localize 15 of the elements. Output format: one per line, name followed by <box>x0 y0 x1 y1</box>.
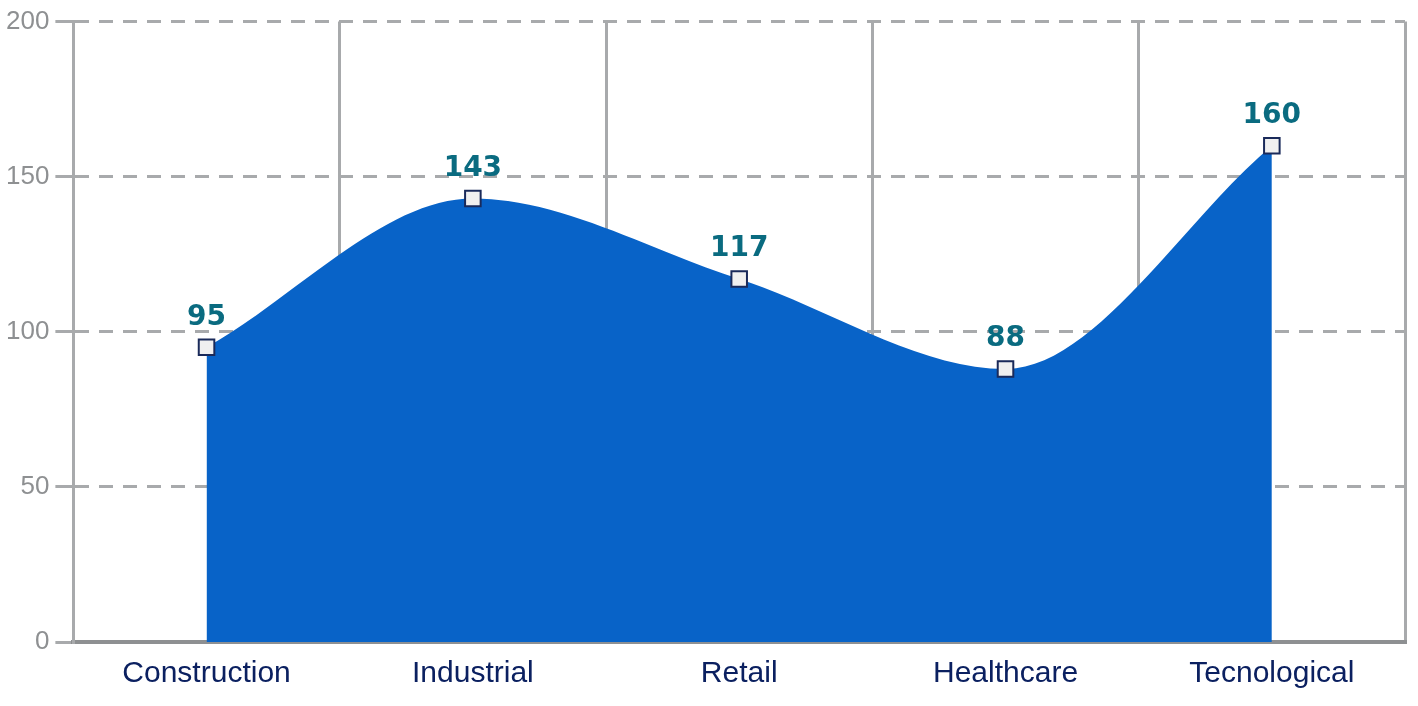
y-tick-label: 150 <box>5 159 50 190</box>
x-tick-label: Industrial <box>412 655 534 689</box>
y-tick-label: 50 <box>20 470 50 501</box>
x-tick-label: Construction <box>122 655 291 689</box>
y-tick-label: 100 <box>5 314 50 345</box>
y-tick-label: 200 <box>5 4 50 35</box>
data-label: 117 <box>709 230 769 264</box>
x-tick-label: Tecnological <box>1189 655 1355 689</box>
data-label: 160 <box>1242 96 1302 130</box>
data-label: 143 <box>443 149 503 183</box>
x-tick-label: Healthcare <box>932 655 1079 689</box>
data-label: 95 <box>187 298 227 332</box>
y-tick-label: 0 <box>34 625 50 656</box>
data-label: 88 <box>986 320 1025 354</box>
x-tick-label: Retail <box>700 655 778 689</box>
